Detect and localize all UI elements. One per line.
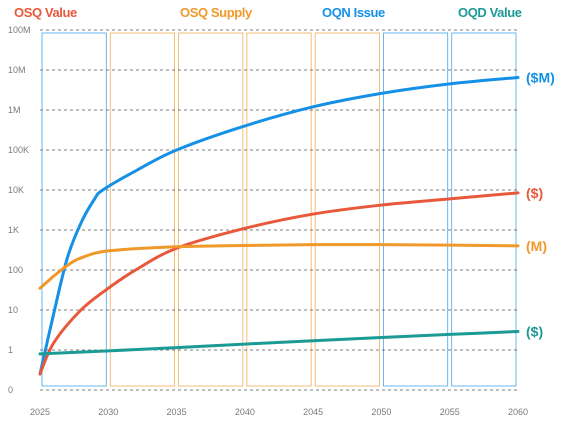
- series-end-label-oqn-issue: ($M): [526, 69, 555, 85]
- highlight-band: [246, 32, 312, 387]
- highlight-band: [314, 32, 380, 387]
- series-line-oqd-value: [38, 330, 520, 356]
- highlight-bands: [41, 32, 517, 387]
- legend-oqn-issue: OQN Issue: [322, 5, 385, 20]
- y-tick-label: 1K: [8, 225, 19, 235]
- highlight-band: [451, 32, 517, 387]
- y-tick-label: 100: [8, 265, 23, 275]
- series-lines: [38, 75, 520, 376]
- y-tick-label: 10K: [8, 185, 24, 195]
- highlight-band: [383, 32, 449, 387]
- y-tick-label: 0: [8, 385, 13, 395]
- x-tick-label: 2030: [98, 407, 118, 417]
- highlight-band: [41, 32, 107, 387]
- series-end-label-oqd-value: ($): [526, 324, 543, 340]
- x-tick-label: 2040: [235, 407, 255, 417]
- legend-oqd-value: OQD Value: [458, 5, 522, 20]
- y-tick-label: 100M: [8, 25, 31, 35]
- x-tick-label: 2035: [167, 407, 187, 417]
- x-axis-ticks: 2025 2030 2035 2040 2045 2050 2055 2060: [30, 407, 528, 417]
- series-line-oqn-issue: [38, 75, 520, 376]
- y-tick-label: 100K: [8, 145, 29, 155]
- y-axis-ticks: 0 1 10 100 1K 10K 100K 1M 10M 100M: [8, 25, 31, 395]
- x-tick-label: 2025: [30, 407, 50, 417]
- highlight-band: [109, 32, 175, 387]
- legend-osq-supply: OSQ Supply: [180, 5, 252, 20]
- y-tick-label: 1M: [8, 105, 21, 115]
- x-tick-label: 2045: [303, 407, 323, 417]
- y-tick-label: 1: [8, 345, 13, 355]
- y-tick-label: 10: [8, 305, 18, 315]
- highlight-band: [178, 32, 244, 387]
- x-tick-label: 2050: [371, 407, 391, 417]
- y-tick-label: 10M: [8, 65, 26, 75]
- series-end-label-osq-value: ($): [526, 185, 543, 201]
- x-tick-label: 2055: [440, 407, 460, 417]
- legend-osq-value: OSQ Value: [14, 5, 77, 20]
- series-line-osq-supply: [38, 243, 520, 290]
- x-tick-label: 2060: [508, 407, 528, 417]
- series-line-osq-value: [38, 191, 520, 376]
- series-end-label-osq-supply: (M): [526, 238, 547, 254]
- gridlines: [40, 29, 518, 391]
- series-end-labels: ($M) ($) (M) ($): [526, 69, 555, 339]
